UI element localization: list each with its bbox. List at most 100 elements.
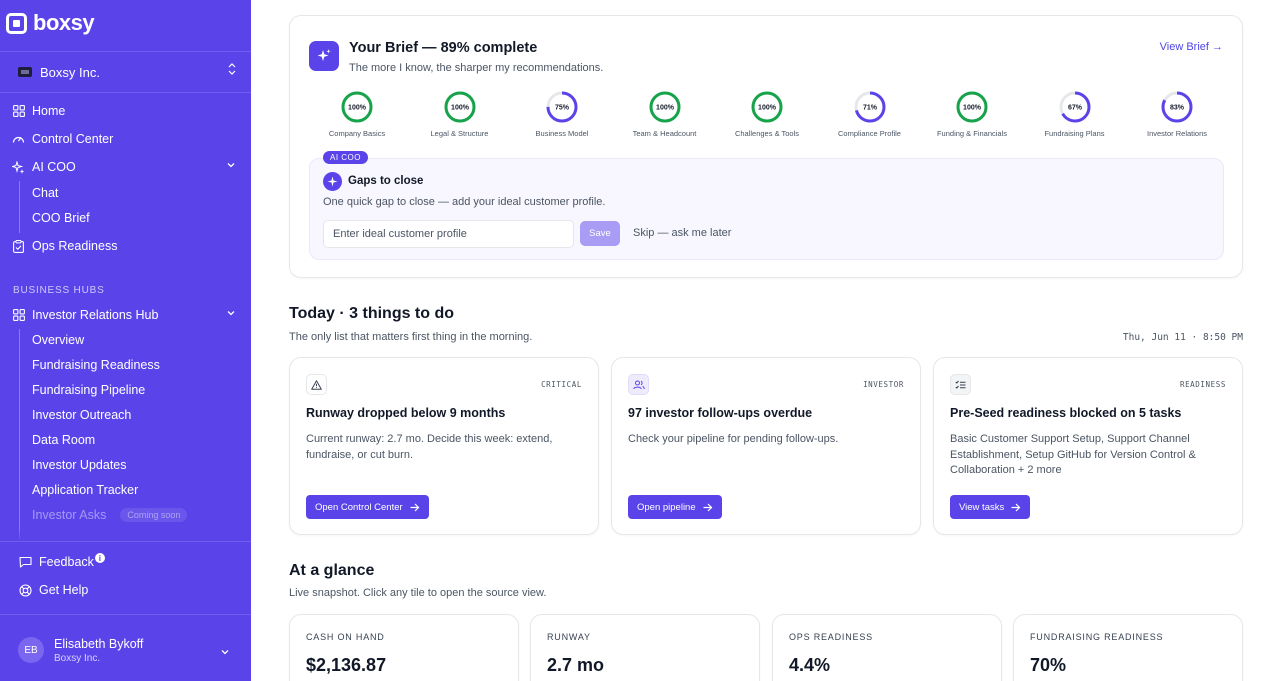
sidebar-item-control-center[interactable]: Control Center [12,129,240,149]
task-title: Runway dropped below 9 months [306,406,506,420]
progress-ring[interactable]: 67% Fundraising Plans [1025,90,1125,138]
ring-progress-arc [649,91,680,123]
task-title: Pre-Seed readiness blocked on 5 tasks [950,406,1182,420]
glance-subtitle: Live snapshot. Click any tile to open th… [289,587,547,599]
ring-label: Fundraising Plans [1044,129,1105,138]
brand-logo[interactable]: boxsy [6,10,95,36]
today-title: Today · 3 things to do [289,305,455,322]
task-title: 97 investor follow-ups overdue [628,406,813,420]
progress-ring[interactable]: 100% Company Basics [307,90,407,138]
sidebar-subitem-overview[interactable]: Overview [32,333,85,347]
gauge-icon [12,133,25,146]
tile-value: 70% [1030,655,1067,675]
ring-label: Team & Headcount [632,129,697,138]
open-pipeline-button[interactable]: Open pipeline [628,495,722,519]
sidebar-subitem-data-room[interactable]: Data Room [32,433,96,447]
users-icon [628,374,649,395]
sidebar-item-home[interactable]: Home [12,101,240,121]
task-tag: INVESTOR [863,380,904,389]
view-tasks-button[interactable]: View tasks [950,495,1031,519]
org-avatar-icon [18,67,32,77]
divider [0,92,251,93]
gaps-panel: AI COO Gaps to close One quick gap to cl… [309,151,1224,260]
boxsy-logo-icon [6,12,27,34]
metric-tile-cash[interactable]: CASH ON HAND $2,136.87 [289,614,519,681]
brief-title: Your Brief — 89% complete [349,40,538,56]
ring-graphic: 100% [444,91,475,123]
sidebar-item-get-help[interactable]: Get Help [19,580,247,600]
sidebar-subitem-coo-brief[interactable]: COO Brief [32,211,90,225]
coming-soon-badge: Coming soon [120,508,188,522]
task-body: Basic Customer Support Setup, Support Ch… [950,433,1196,476]
checklist-icon [950,374,971,395]
ring-percent: 100% [451,105,470,112]
sidebar-item-ai-coo[interactable]: AI COO [12,157,240,177]
progress-ring[interactable]: 83% Investor Relations [1127,90,1227,138]
ring-percent: 71% [862,105,877,112]
ring-progress-arc [341,91,373,123]
ideal-customer-profile-input[interactable] [323,220,574,248]
ring-percent: 67% [1067,105,1082,112]
button-label: View tasks [959,501,1005,513]
sidebar-item-investor-relations-hub[interactable]: Investor Relations Hub [12,305,240,325]
grid-icon [12,105,25,118]
sidebar-item-ops-readiness[interactable]: Ops Readiness [12,236,240,256]
arrow-right-icon [1011,503,1021,511]
sidebar-subitem-investor-asks: Investor Asks Coming soon [32,506,188,524]
user-menu[interactable]: EB Elisabeth Bykoff Boxsy Inc. [18,636,238,664]
ring-percent: 75% [555,105,570,112]
updown-chevron-icon [228,63,236,77]
sidebar: boxsy Boxsy Inc. Home Control Center AI … [0,0,251,681]
button-label: Open Control Center [315,501,403,513]
ring-progress-arc [546,91,578,123]
divider [0,614,251,615]
sidebar-item-feedback[interactable]: Feedback i [19,552,247,572]
sidebar-subitem-fundraising-readiness[interactable]: Fundraising Readiness [32,358,160,372]
info-icon: i [94,553,105,563]
chevron-down-icon[interactable] [226,159,236,173]
progress-ring[interactable]: 100% Team & Headcount [615,90,715,138]
org-switcher[interactable]: Boxsy Inc. [12,62,240,82]
metric-tile-runway[interactable]: RUNWAY 2.7 mo [530,614,760,681]
task-tag: READINESS [1179,380,1226,389]
button-label: Open pipeline [637,501,696,513]
task-body: Check your pipeline for pending follow-u… [628,433,839,445]
brief-card: Your Brief — 89% complete The more I kno… [289,15,1243,278]
progress-ring[interactable]: 100% Challenges & Tools [717,90,817,138]
sidebar-item-label: AI COO [32,160,76,174]
sidebar-subitem-chat[interactable]: Chat [32,186,59,200]
progress-ring[interactable]: 71% Compliance Profile [820,90,920,138]
metric-tile-fundraising-readiness[interactable]: FUNDRAISING READINESS 70% [1013,614,1243,681]
grid-icon [12,309,25,322]
sidebar-subitem-fundraising-pipeline[interactable]: Fundraising Pipeline [32,383,146,397]
view-brief-link[interactable]: View Brief → [1159,41,1223,53]
ring-label: Legal & Structure [430,129,489,138]
metric-tile-ops-readiness[interactable]: OPS READINESS 4.4% [772,614,1002,681]
chevron-down-icon [220,644,230,662]
user-org: Boxsy Inc. [54,652,101,664]
open-control-center-button[interactable]: Open Control Center [306,495,429,519]
ring-percent: 100% [963,105,982,112]
skip-link[interactable]: Skip — ask me later [633,227,732,239]
sidebar-subitem-investor-outreach[interactable]: Investor Outreach [32,408,132,422]
ring-progress-arc [1161,91,1193,123]
tile-value: $2,136.87 [306,655,387,675]
save-button[interactable]: Save [580,221,620,246]
progress-ring[interactable]: 100% Funding & Financials [922,90,1022,138]
scroll-fade [0,528,251,542]
progress-ring[interactable]: 100% Legal & Structure [410,90,510,138]
arrow-right-icon [410,503,420,511]
progress-ring[interactable]: 75% Business Model [512,90,612,138]
lifebuoy-icon [19,583,32,597]
ring-progress-arc [956,91,988,123]
message-square-icon [19,556,32,569]
sparkle-icon [323,172,342,191]
ring-graphic: 75% [546,91,578,123]
chevron-down-icon[interactable] [226,307,236,321]
ring-graphic: 100% [649,91,680,123]
sidebar-subitem-investor-updates[interactable]: Investor Updates [32,458,127,472]
tile-label: CASH ON HAND [306,632,385,642]
ring-graphic: 100% [341,91,373,123]
sidebar-subitem-application-tracker[interactable]: Application Tracker [32,483,139,497]
ring-percent: 100% [758,105,777,112]
